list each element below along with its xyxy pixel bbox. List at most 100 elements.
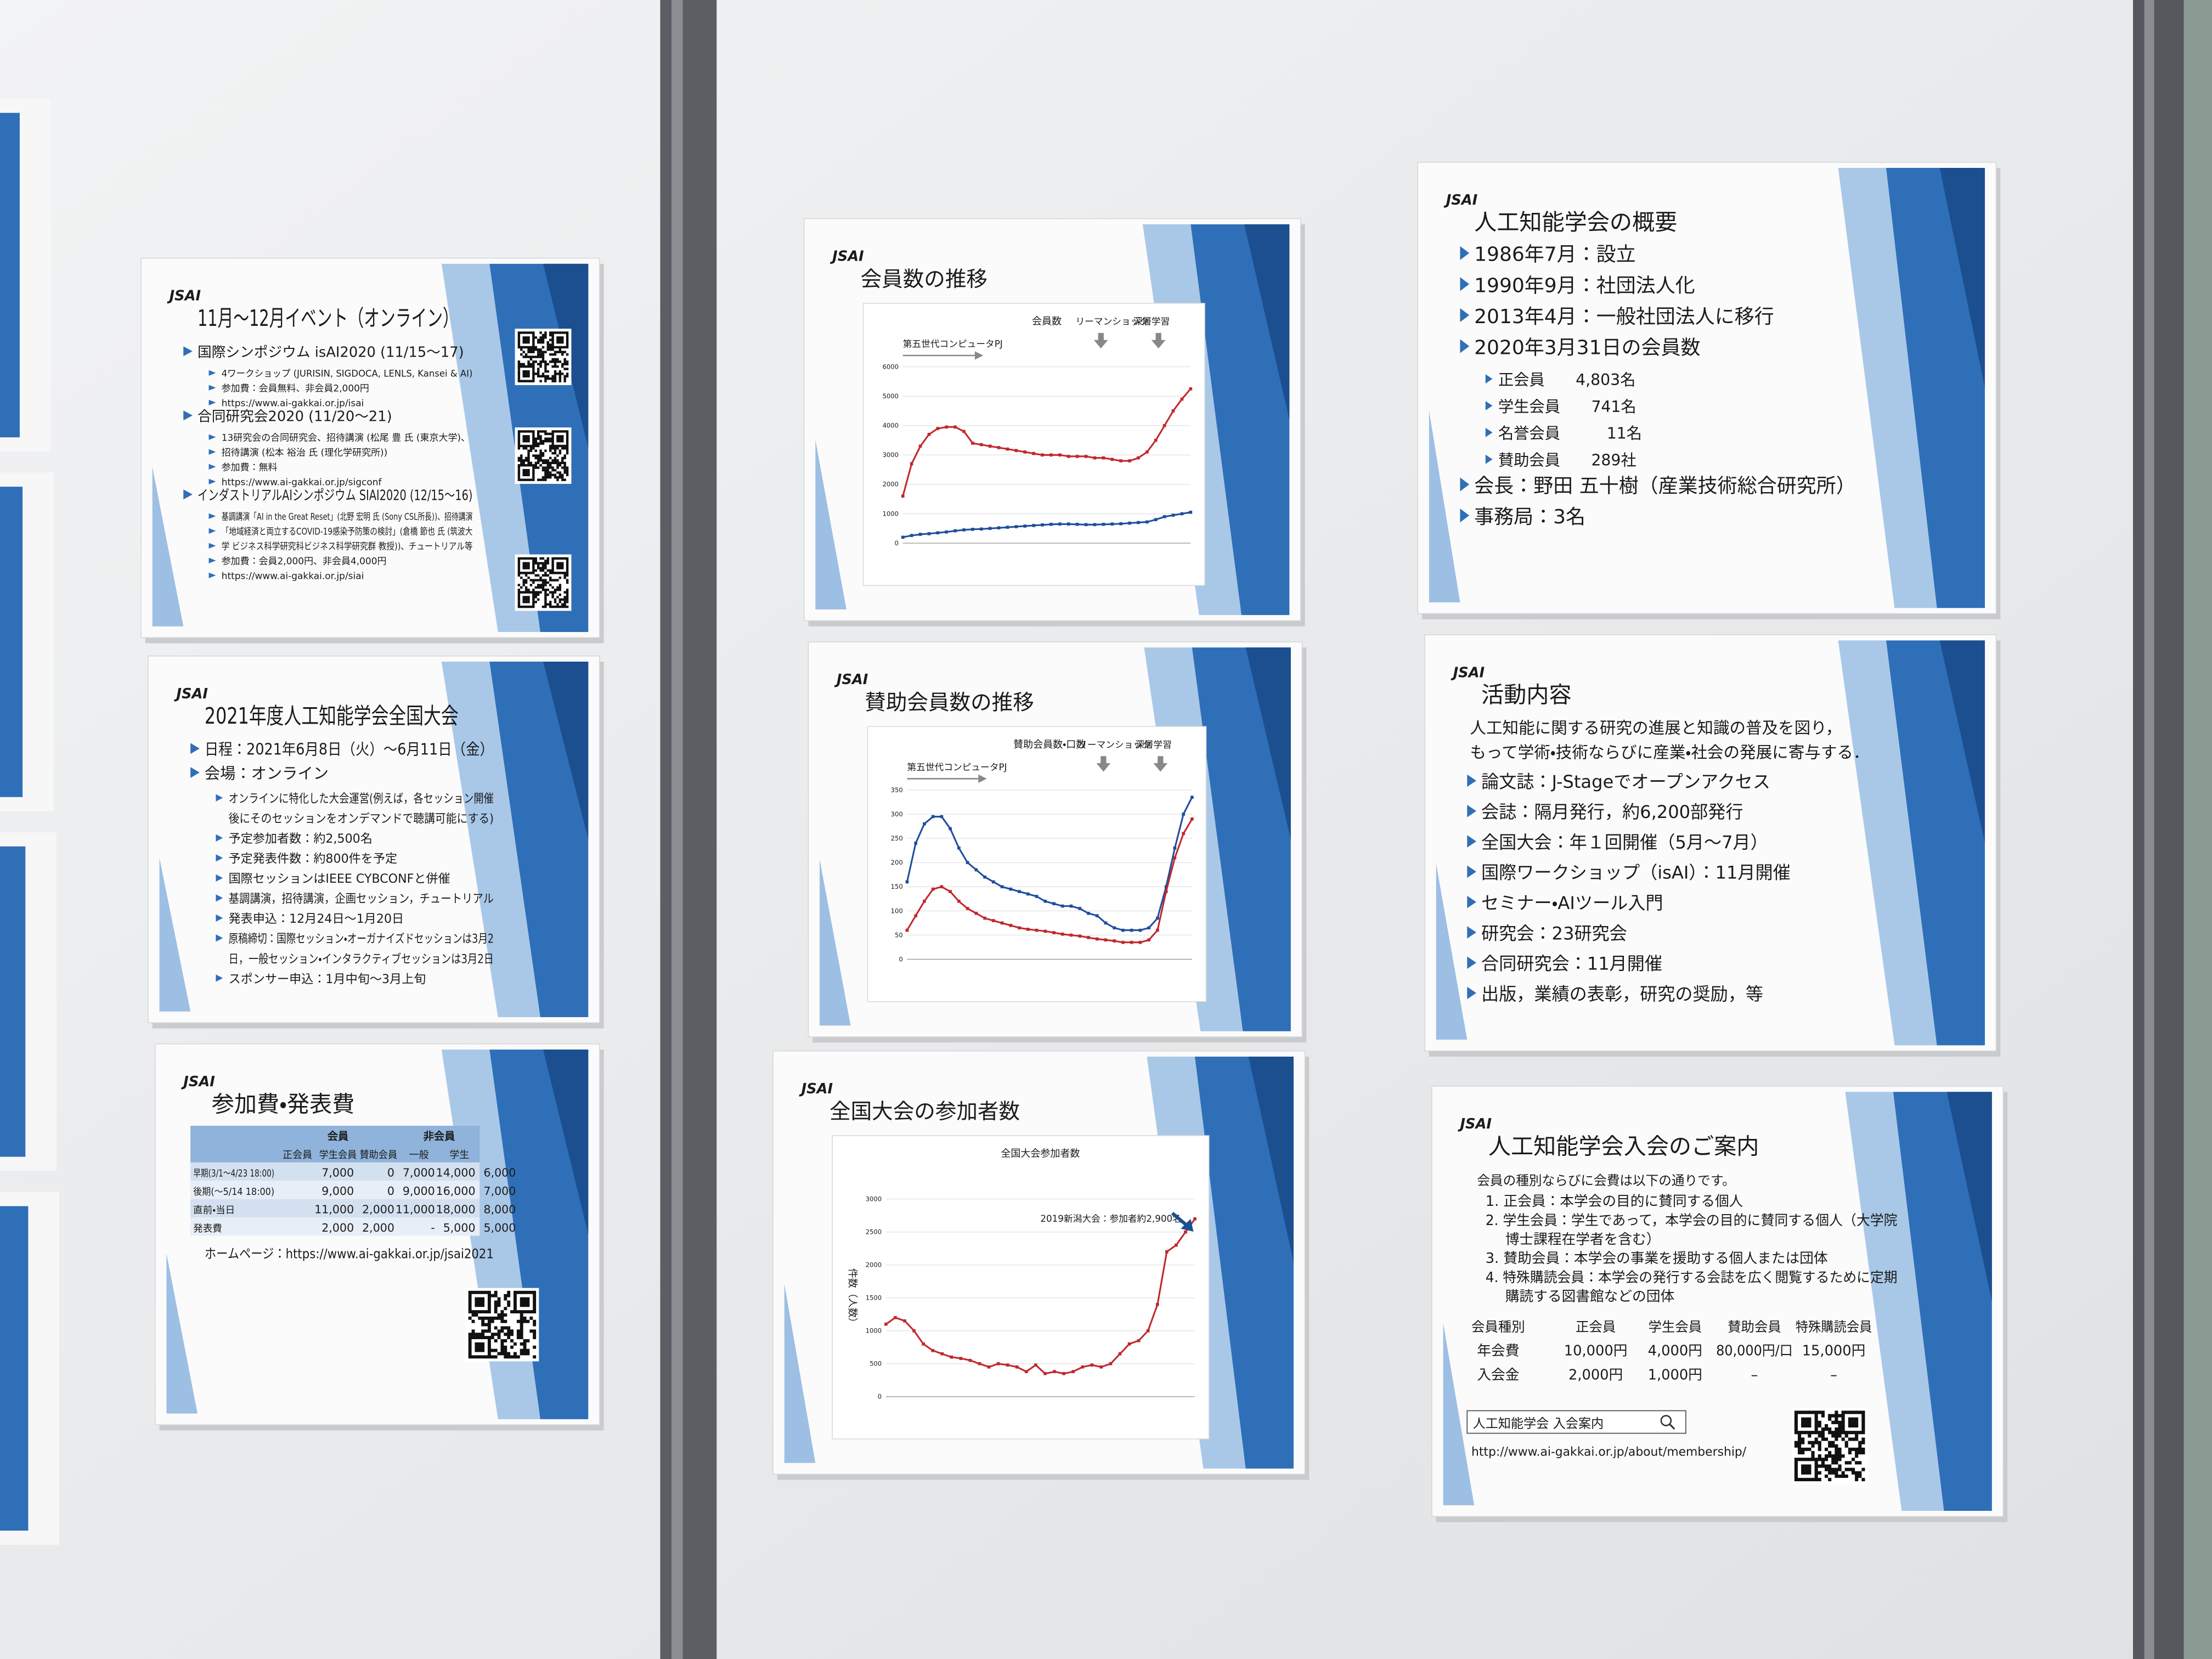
- point: [1084, 523, 1088, 527]
- y-tick-label: 1000: [866, 1327, 882, 1335]
- table-cell: 11,000: [396, 1203, 435, 1216]
- point: [1000, 885, 1004, 889]
- poster-title: 人工知能学会入会のご案内: [1488, 1133, 1759, 1159]
- frame-highlight: [2144, 0, 2154, 1659]
- point: [1110, 458, 1114, 461]
- detail-bullet: [208, 370, 216, 376]
- point: [978, 1362, 981, 1365]
- point: [1121, 940, 1125, 944]
- point: [1018, 890, 1021, 893]
- table-cell: 7,000: [321, 1166, 354, 1180]
- point: [1163, 424, 1166, 427]
- point: [1155, 1302, 1159, 1306]
- qr-code: [517, 331, 569, 382]
- deco: [1190, 224, 1290, 616]
- logo: JSAI: [1451, 664, 1485, 681]
- table-cell: 6,000: [483, 1166, 516, 1180]
- point: [962, 430, 966, 433]
- point: [1023, 450, 1027, 454]
- annotation-arrowhead: [974, 351, 984, 360]
- point: [1060, 904, 1064, 908]
- annotation: 2019新潟大会：参加者約2,900名: [1040, 1213, 1181, 1224]
- frame-bar: [660, 0, 717, 1659]
- item-text: 会場：オンライン: [205, 764, 329, 782]
- item-text: 1986年7月：設立: [1474, 244, 1636, 266]
- point: [992, 919, 995, 922]
- point: [1066, 455, 1070, 458]
- point: [1006, 447, 1009, 451]
- point: [1128, 459, 1131, 462]
- table-cell: 11,000: [314, 1203, 354, 1216]
- bullet: [190, 767, 200, 778]
- item-text: 国際ワークショップ（isAI）：11月開催: [1481, 862, 1791, 883]
- point: [966, 907, 969, 910]
- table-header: 賛助会員: [1728, 1319, 1781, 1335]
- point: [1093, 456, 1097, 460]
- qr-code: [468, 1290, 537, 1359]
- table-cell: 入会金: [1477, 1367, 1519, 1383]
- point: [1146, 1329, 1150, 1333]
- point: [940, 885, 944, 889]
- point: [1052, 931, 1056, 934]
- item-text: 国際シンポジウム isAI2020 (11/15～17): [198, 345, 464, 361]
- item-text: 合同研究会2020 (11/20～21): [198, 409, 392, 425]
- bullet: [1467, 926, 1476, 939]
- table-cell: 80,000円/口: [1716, 1343, 1793, 1359]
- point: [962, 528, 966, 532]
- point: [1189, 510, 1193, 514]
- table-row-bg: [190, 1162, 480, 1181]
- point: [1035, 895, 1039, 898]
- point: [910, 534, 913, 537]
- point: [903, 1319, 906, 1323]
- deco: [1443, 1323, 1475, 1505]
- y-tick-label: 100: [891, 907, 903, 915]
- point: [950, 1355, 953, 1359]
- url: http://www.ai-gakkai.or.jp/about/members…: [1471, 1446, 1747, 1459]
- point: [979, 443, 983, 447]
- detail-bullet: [216, 934, 223, 942]
- point: [1049, 522, 1053, 526]
- table-cell: 9,000: [403, 1184, 435, 1198]
- table-group-header: 会員: [328, 1130, 349, 1143]
- detail-text: 日，一般セッション・インタラクティブセッションは3月2日: [229, 952, 494, 966]
- point: [1060, 932, 1064, 936]
- poster-title: 2021年度人工知能学会全国大会: [205, 703, 459, 729]
- bullet: [190, 743, 200, 754]
- point: [1009, 924, 1013, 927]
- point: [1041, 453, 1044, 457]
- bullet: [1467, 956, 1476, 969]
- bullet: [1467, 986, 1476, 1000]
- point: [945, 425, 949, 429]
- point: [1015, 1365, 1019, 1369]
- chart-title: 全国大会参加者数: [1001, 1148, 1080, 1160]
- point: [1138, 928, 1142, 932]
- point: [1081, 1365, 1085, 1369]
- point: [936, 531, 940, 535]
- point: [1171, 409, 1175, 413]
- point: [945, 530, 949, 534]
- search-box-text: 人工知能学会 入会案内: [1473, 1417, 1604, 1431]
- partial-posters: [0, 99, 59, 1545]
- deco: [0, 1206, 29, 1531]
- point: [1095, 937, 1099, 941]
- point: [959, 1357, 963, 1360]
- detail-text: 参加費：会員2,000円、非会員4,000円: [222, 556, 387, 567]
- table-cell: 年会費: [1477, 1343, 1519, 1359]
- point: [1156, 916, 1159, 920]
- point: [1041, 523, 1044, 527]
- annotation: 第五世代コンピュータPJ: [907, 761, 1007, 772]
- poster-title: 会員数の推移: [861, 267, 988, 292]
- bullet: [1467, 774, 1476, 787]
- chart-title: 賛助会員数・口数: [1013, 739, 1086, 751]
- point: [940, 815, 944, 819]
- point: [996, 1362, 1000, 1365]
- point: [922, 1342, 925, 1346]
- item-text: 2013年4月：一般社団法人に移行: [1474, 306, 1774, 328]
- detail-bullet: [208, 557, 216, 563]
- detail-bullet: [208, 399, 216, 405]
- y-tick-label: 2500: [866, 1228, 882, 1236]
- point: [1062, 1372, 1065, 1375]
- y-tick-label: 2000: [883, 481, 899, 488]
- point: [988, 444, 992, 448]
